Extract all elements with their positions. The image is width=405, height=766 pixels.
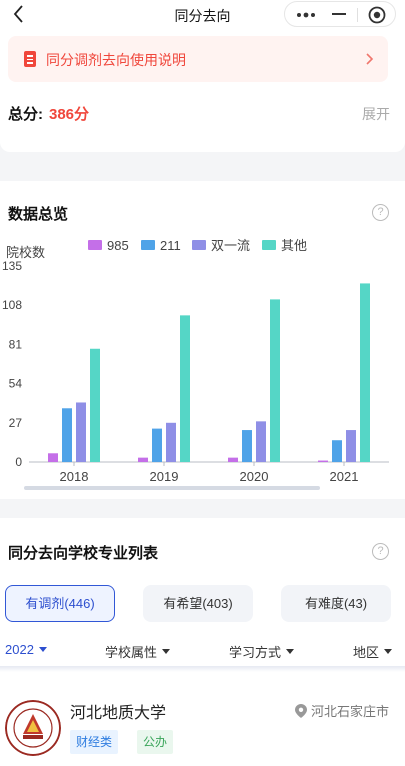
tab-difficult[interactable]: 有难度(43) bbox=[281, 585, 391, 622]
list-title: 同分去向学校专业列表 bbox=[8, 545, 159, 562]
data-overview-card: 数据总览 ? 院校数 985 211 双一流 其他 0 27 54 81 108 135 2018 20… bbox=[0, 181, 405, 499]
x-tick-label: 2020 bbox=[240, 469, 269, 484]
location-text: 河北石家庄市 bbox=[310, 704, 389, 719]
school-list-card: 同分去向学校专业列表 ? 有调剂(446) 有希望(403) 有难度(43) 2… bbox=[0, 518, 405, 766]
y-tick-label: 81 bbox=[9, 337, 23, 351]
category-tabs: 有调剂(446) 有希望(403) 有难度(43) bbox=[5, 585, 395, 623]
total-score-value: 386分 bbox=[49, 106, 90, 123]
region-filter[interactable]: 地区 bbox=[353, 642, 393, 661]
legend-label: 其他 bbox=[281, 238, 307, 253]
tab-hopeful[interactable]: 有希望(403) bbox=[143, 585, 253, 622]
more-icon[interactable] bbox=[295, 6, 317, 24]
bar bbox=[242, 430, 252, 462]
caret-down-icon bbox=[162, 649, 171, 654]
bar bbox=[318, 460, 328, 462]
minimize-icon[interactable] bbox=[332, 13, 346, 15]
y-tick-label: 0 bbox=[15, 455, 22, 469]
bar bbox=[62, 408, 72, 462]
school-logo bbox=[5, 700, 61, 756]
bar bbox=[76, 402, 86, 462]
tab-adjust[interactable]: 有调剂(446) bbox=[5, 585, 115, 622]
bar bbox=[332, 440, 342, 462]
total-score: 总分: 386分 bbox=[8, 103, 89, 124]
filter-bar: 2022 学校属性 学习方式 地区 bbox=[0, 636, 405, 666]
school-type-tag: 财经类 bbox=[70, 730, 119, 754]
school-attr-label: 学校属性 bbox=[105, 645, 158, 660]
back-arrow-icon[interactable] bbox=[8, 2, 32, 26]
caret-down-icon bbox=[286, 649, 295, 654]
legend-swatch bbox=[88, 240, 102, 250]
bar bbox=[270, 299, 280, 462]
list-help-icon[interactable]: ? bbox=[372, 543, 389, 560]
y-tick-label: 135 bbox=[2, 259, 22, 273]
chart-scrollbar bbox=[24, 486, 320, 490]
year-filter[interactable]: 2022 bbox=[5, 642, 47, 657]
bar bbox=[166, 422, 176, 462]
school-attr-filter[interactable]: 学校属性 bbox=[105, 642, 171, 661]
location-pin-icon bbox=[294, 703, 307, 718]
region-label: 地区 bbox=[353, 645, 380, 660]
legend-label: 双一流 bbox=[211, 238, 250, 253]
x-tick-label: 2019 bbox=[150, 469, 179, 484]
y-tick-label: 108 bbox=[2, 298, 22, 312]
bar bbox=[138, 457, 148, 462]
bar bbox=[346, 430, 356, 462]
school-location: 河北石家庄市 bbox=[294, 701, 389, 720]
y-tick-label: 27 bbox=[9, 416, 23, 430]
legend-swatch bbox=[192, 240, 206, 250]
caret-down-icon bbox=[384, 649, 393, 654]
legend-swatch bbox=[262, 240, 276, 250]
bar bbox=[228, 457, 238, 462]
legend-label: 211 bbox=[160, 238, 181, 253]
help-icon[interactable]: ? bbox=[372, 204, 389, 221]
top-card: 同分调剂去向使用说明 总分: 386分 展开 bbox=[0, 30, 405, 152]
nav-bar: 同分去向 bbox=[0, 0, 405, 30]
bar bbox=[48, 453, 58, 462]
bar bbox=[90, 348, 100, 462]
school-ownership-tag: 公办 bbox=[137, 730, 174, 754]
legend-label: 985 bbox=[107, 238, 129, 253]
y-axis-label: 院校数 bbox=[6, 245, 45, 260]
legend-swatch bbox=[141, 240, 155, 250]
notice-text: 同分调剂去向使用说明 bbox=[46, 52, 186, 68]
overview-bar-chart: 院校数 985 211 双一流 其他 0 27 54 81 108 135 2018 2019 2020 2… bbox=[2, 238, 389, 490]
chevron-right-icon bbox=[366, 53, 374, 65]
y-tick-label: 54 bbox=[9, 377, 23, 391]
close-target-icon[interactable] bbox=[368, 6, 386, 24]
usage-notice-banner[interactable]: 同分调剂去向使用说明 bbox=[8, 36, 388, 82]
year-filter-label: 2022 bbox=[5, 642, 34, 657]
bar bbox=[152, 428, 162, 462]
bar bbox=[256, 421, 266, 462]
filter-divider bbox=[0, 666, 405, 672]
x-tick-label: 2018 bbox=[60, 469, 89, 484]
school-name: 河北地质大学 bbox=[70, 705, 167, 722]
caret-down-icon bbox=[38, 647, 47, 652]
expand-button[interactable]: 展开 bbox=[362, 106, 390, 122]
school-list-item[interactable]: 河北地质大学 河北石家庄市 财经类 公办 bbox=[0, 686, 405, 766]
total-score-label: 总分: bbox=[8, 106, 43, 123]
capsule-divider bbox=[357, 8, 358, 22]
overview-title: 数据总览 bbox=[8, 206, 69, 223]
bar bbox=[360, 283, 370, 462]
document-icon bbox=[24, 51, 36, 67]
mini-program-capsule bbox=[284, 1, 396, 27]
study-mode-label: 学习方式 bbox=[229, 645, 282, 660]
page-title: 同分去向 bbox=[174, 8, 231, 24]
bar bbox=[180, 315, 190, 462]
study-mode-filter[interactable]: 学习方式 bbox=[229, 642, 295, 661]
x-tick-label: 2021 bbox=[330, 469, 359, 484]
